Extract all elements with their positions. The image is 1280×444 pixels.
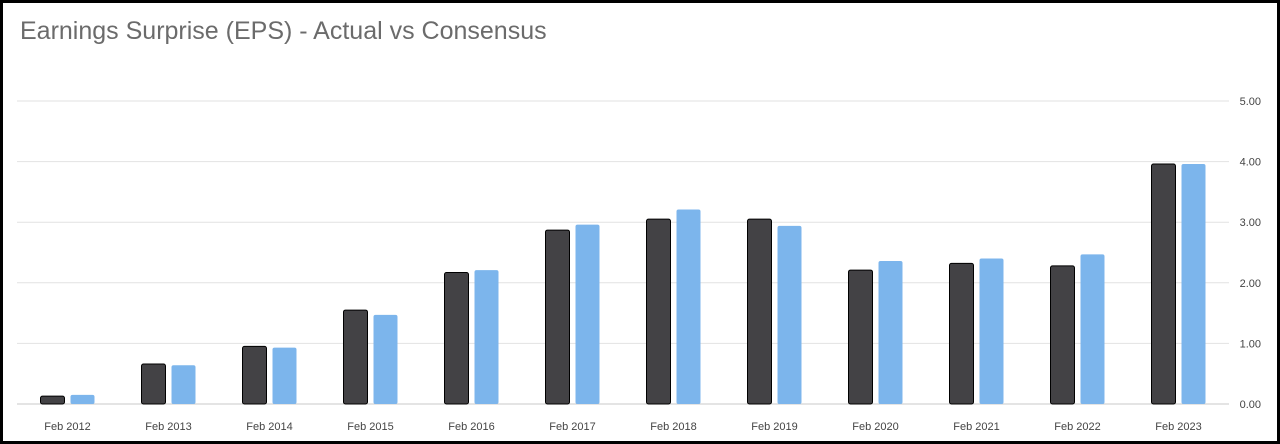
bar-actual: [646, 218, 671, 405]
bar-actual: [545, 229, 570, 405]
bar-consensus: [474, 270, 499, 404]
x-tick-label: Feb 2012: [44, 421, 90, 433]
bar-consensus: [575, 224, 600, 404]
bar-actual: [444, 271, 469, 405]
bar-consensus: [777, 225, 802, 404]
bar-actual: [1050, 265, 1075, 405]
bar-consensus: [1181, 164, 1206, 404]
x-tick-label: Feb 2019: [751, 421, 797, 433]
x-tick-label: Feb 2017: [549, 421, 595, 433]
bar-actual: [848, 269, 873, 405]
bar-actual: [747, 218, 772, 405]
x-tick-label: Feb 2022: [1054, 421, 1100, 433]
chart-title: Earnings Surprise (EPS) - Actual vs Cons…: [20, 17, 547, 45]
bar-actual: [949, 262, 974, 405]
bar-consensus: [979, 258, 1004, 404]
y-tick-label: 5.00: [1240, 96, 1261, 108]
bar-consensus: [171, 365, 196, 404]
y-tick-label: 2.00: [1240, 278, 1261, 290]
bar-consensus: [1080, 254, 1105, 404]
bar-consensus: [373, 314, 398, 404]
bar-actual: [242, 345, 267, 405]
x-tick-label: Feb 2018: [650, 421, 696, 433]
bars: [40, 163, 1206, 405]
y-tick-label: 3.00: [1240, 217, 1261, 229]
bar-consensus: [676, 209, 701, 404]
x-tick-label: Feb 2014: [246, 421, 292, 433]
x-tick-label: Feb 2023: [1155, 421, 1201, 433]
x-tick-label: Feb 2015: [347, 421, 393, 433]
bar-actual: [141, 363, 166, 405]
bar-consensus: [878, 260, 903, 404]
y-tick-label: 0.00: [1240, 399, 1261, 411]
y-axis-ticks: 0.00 1.00 2.00 3.00 4.00 5.00: [1240, 96, 1261, 411]
x-tick-label: Feb 2013: [145, 421, 191, 433]
gridlines: [17, 100, 1229, 405]
bar-actual: [1151, 163, 1176, 405]
y-tick-label: 1.00: [1240, 338, 1261, 350]
bar-consensus: [70, 394, 95, 404]
bar-actual: [343, 309, 368, 405]
bar-actual: [40, 395, 65, 405]
y-tick-label: 4.00: [1240, 157, 1261, 169]
x-tick-label: Feb 2021: [953, 421, 999, 433]
x-tick-label: Feb 2016: [448, 421, 494, 433]
x-axis-ticks: Feb 2012 Feb 2013 Feb 2014 Feb 2015 Feb 2016…: [44, 421, 1201, 433]
bar-consensus: [272, 347, 297, 404]
x-tick-label: Feb 2020: [852, 421, 898, 433]
